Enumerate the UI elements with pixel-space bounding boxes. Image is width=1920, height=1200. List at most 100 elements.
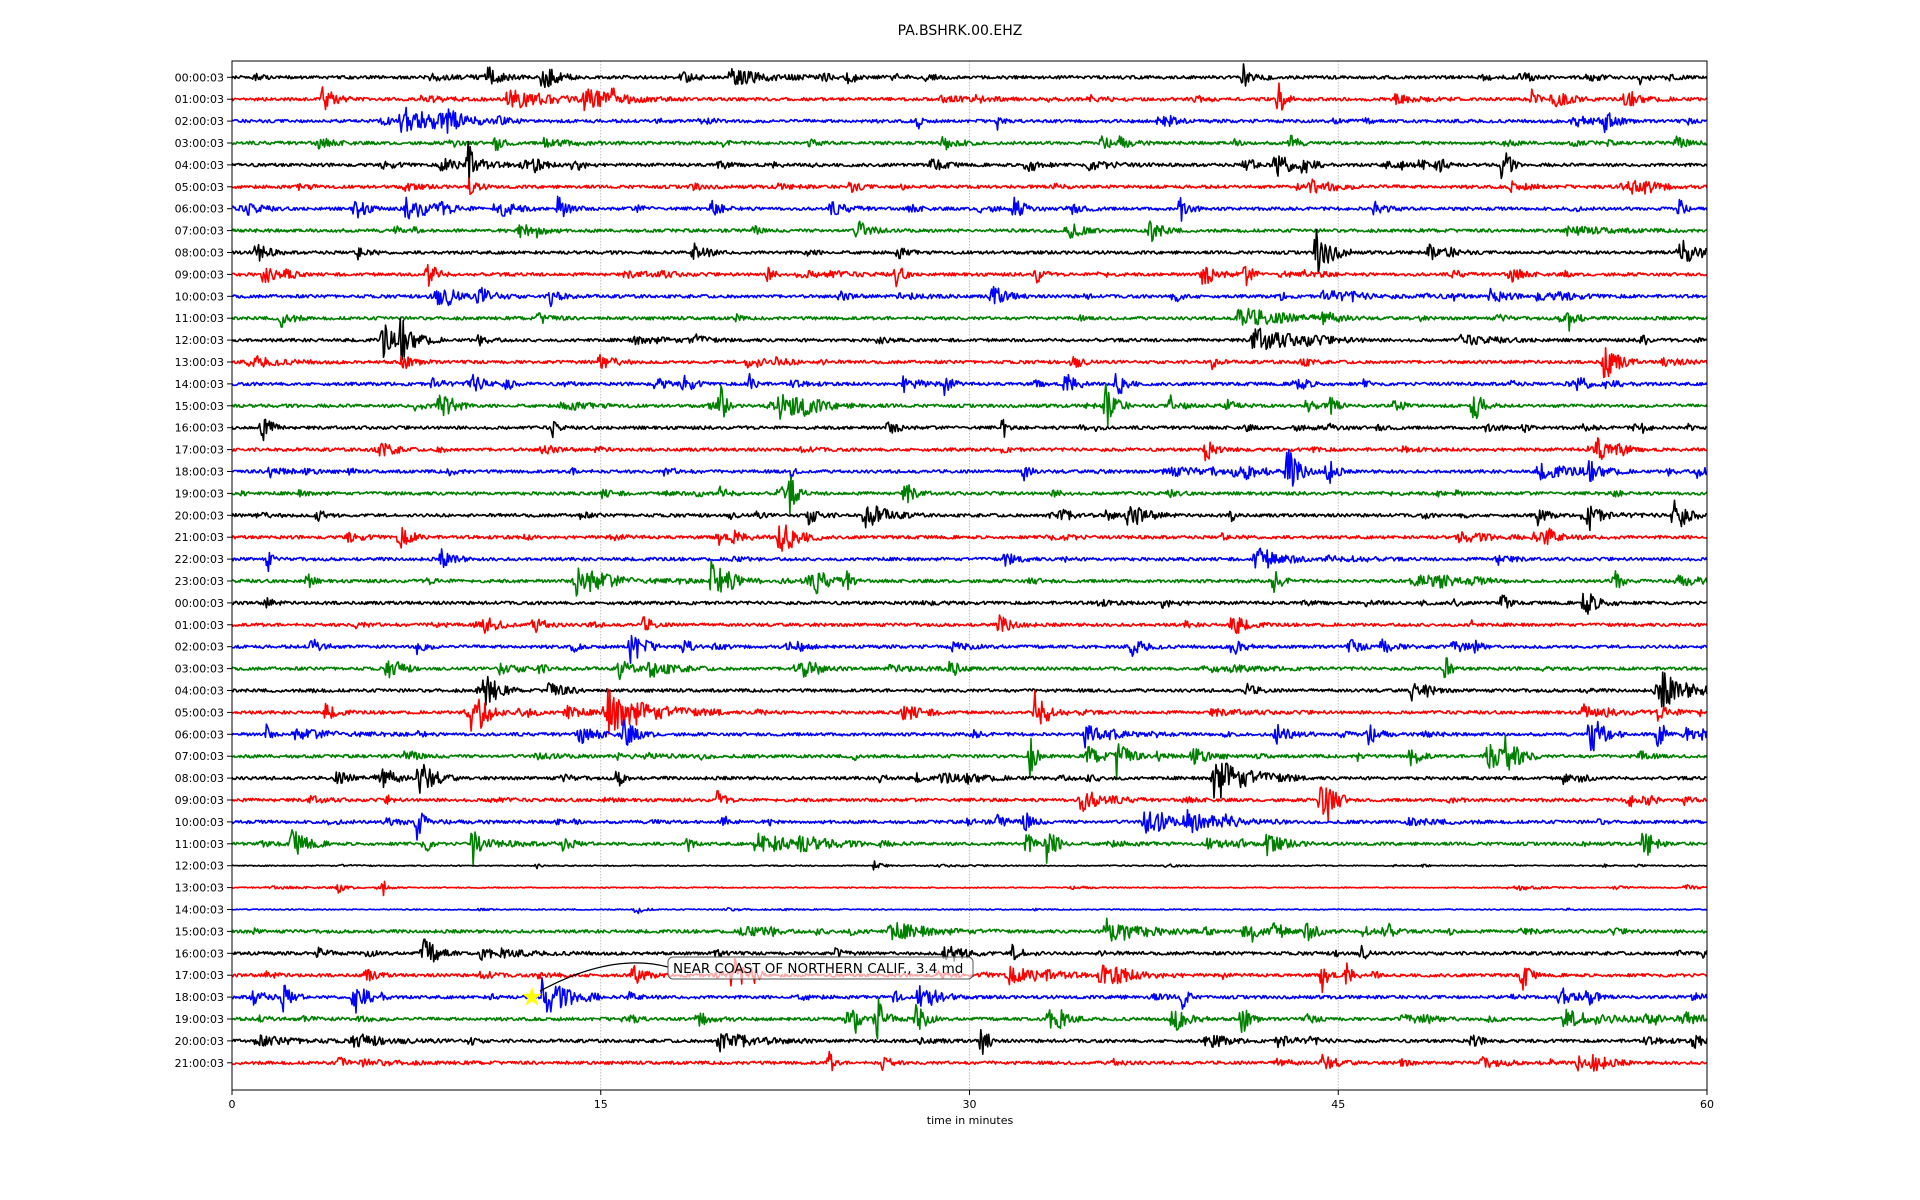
seismic-trace (232, 134, 1708, 152)
seismic-trace (231, 263, 1708, 288)
seismic-trace (231, 829, 1708, 867)
seismic-trace (231, 372, 1708, 397)
y-tick-label: 11:00:03 (175, 312, 224, 325)
y-tick-label: 22:00:03 (175, 553, 224, 566)
y-tick-label: 06:00:03 (175, 728, 224, 741)
x-tick-label: 15 (594, 1098, 608, 1111)
seismic-trace (231, 524, 1708, 552)
y-tick-label: 11:00:03 (175, 838, 224, 851)
x-tick-label: 45 (1331, 1098, 1345, 1111)
annotation-box (667, 956, 974, 980)
y-tick-labels: 00:00:03 01:00:03 02:00:03 03:00:03 04:00:03… (175, 71, 232, 1070)
seismic-trace (231, 671, 1708, 709)
y-tick-label: 07:00:03 (175, 225, 224, 238)
seismic-trace (231, 860, 1708, 871)
y-tick-label: 06:00:03 (175, 203, 224, 216)
seismic-trace (231, 657, 1708, 681)
seismic-trace (231, 634, 1708, 664)
y-tick-label: 09:00:03 (175, 268, 224, 281)
y-tick-label: 03:00:03 (175, 663, 224, 676)
y-tick-label: 21:00:03 (175, 531, 224, 544)
seismic-trace (231, 475, 1708, 515)
seismic-trace (231, 786, 1708, 822)
y-tick-label: 19:00:03 (175, 487, 224, 500)
y-tick-label: 15:00:03 (175, 925, 224, 938)
y-tick-label: 20:00:03 (175, 509, 224, 522)
y-tick-label: 03:00:03 (175, 137, 224, 150)
y-tick-label: 01:00:03 (175, 619, 224, 632)
seismic-trace (231, 917, 1708, 943)
seismic-trace (231, 228, 1708, 274)
seismic-trace (231, 195, 1708, 222)
y-tick-label: 07:00:03 (175, 750, 224, 763)
seismic-trace (231, 734, 1708, 781)
y-tick-label: 18:00:03 (175, 991, 224, 1004)
seismic-trace (232, 998, 1708, 1040)
y-tick-label: 10:00:03 (175, 290, 224, 303)
seismic-trace (231, 880, 1708, 897)
seismic-trace (231, 762, 1708, 799)
y-tick-label: 05:00:03 (175, 706, 224, 719)
traces (231, 63, 1708, 1072)
y-tick-label: 15:00:03 (175, 400, 224, 413)
seismic-trace (231, 719, 1708, 752)
star-icon (521, 986, 542, 1006)
plot-frame (231, 60, 1708, 1091)
y-tick-label: 14:00:03 (175, 904, 224, 917)
seismic-trace (231, 307, 1708, 332)
seismic-trace (231, 140, 1708, 186)
seismic-trace (231, 317, 1708, 361)
chart-title: PA.BSHRK.00.EHZ (898, 23, 1023, 39)
y-tick-label: 12:00:03 (175, 860, 224, 873)
seismic-trace (231, 559, 1708, 597)
x-tick-labels: 0 15 30 45 60 (229, 1090, 1714, 1111)
seismic-trace (231, 907, 1708, 915)
x-tick-label: 60 (1700, 1098, 1714, 1111)
y-tick-label: 08:00:03 (175, 772, 224, 785)
seismic-trace (231, 1050, 1707, 1072)
y-tick-label: 02:00:03 (175, 641, 224, 654)
y-tick-label: 18:00:03 (175, 466, 224, 479)
x-axis-label: time in minutes (927, 1114, 1014, 1127)
y-tick-label: 08:00:03 (175, 247, 224, 260)
y-tick-label: 17:00:03 (175, 969, 224, 982)
y-tick-label: 23:00:03 (175, 575, 224, 588)
seismic-trace (231, 347, 1708, 379)
seismic-trace (231, 688, 1708, 735)
seismic-trace (231, 285, 1708, 308)
y-tick-label: 13:00:03 (175, 882, 224, 895)
y-tick-label: 10:00:03 (175, 816, 224, 829)
seismic-trace (231, 1028, 1708, 1055)
y-tick-label: 09:00:03 (175, 794, 224, 807)
y-tick-label: 01:00:03 (175, 93, 224, 106)
y-tick-label: 14:00:03 (175, 378, 224, 391)
annotation-arrow (539, 962, 669, 992)
seismic-trace (231, 106, 1708, 134)
y-tick-label: 04:00:03 (175, 685, 224, 698)
seismic-trace (231, 592, 1708, 615)
seismic-trace (231, 938, 1708, 963)
seismic-trace (231, 82, 1708, 112)
y-tick-label: 17:00:03 (175, 444, 224, 457)
event-annotation: NEAR COAST OF NORTHERN CALIF., 3.4 md (521, 956, 974, 1006)
y-tick-label: 05:00:03 (175, 181, 224, 194)
y-tick-label: 16:00:03 (175, 947, 224, 960)
seismic-trace (231, 614, 1708, 635)
annotation-text: NEAR COAST OF NORTHERN CALIF., 3.4 md (673, 961, 963, 977)
y-tick-label: 13:00:03 (175, 356, 224, 369)
seismic-trace (231, 220, 1708, 243)
y-tick-label: 21:00:03 (175, 1057, 224, 1070)
y-tick-label: 20:00:03 (175, 1035, 224, 1048)
seismic-trace (231, 437, 1708, 462)
y-tick-label: 00:00:03 (175, 71, 224, 84)
seismic-trace (231, 63, 1708, 89)
x-tick-label: 0 (229, 1098, 236, 1111)
seismic-trace (231, 809, 1708, 841)
y-tick-label: 02:00:03 (175, 115, 224, 128)
seismic-trace (231, 499, 1708, 532)
y-tick-label: 12:00:03 (175, 334, 224, 347)
seismic-trace (231, 382, 1708, 427)
y-tick-label: 00:00:03 (175, 597, 224, 610)
seismic-trace (231, 177, 1708, 196)
